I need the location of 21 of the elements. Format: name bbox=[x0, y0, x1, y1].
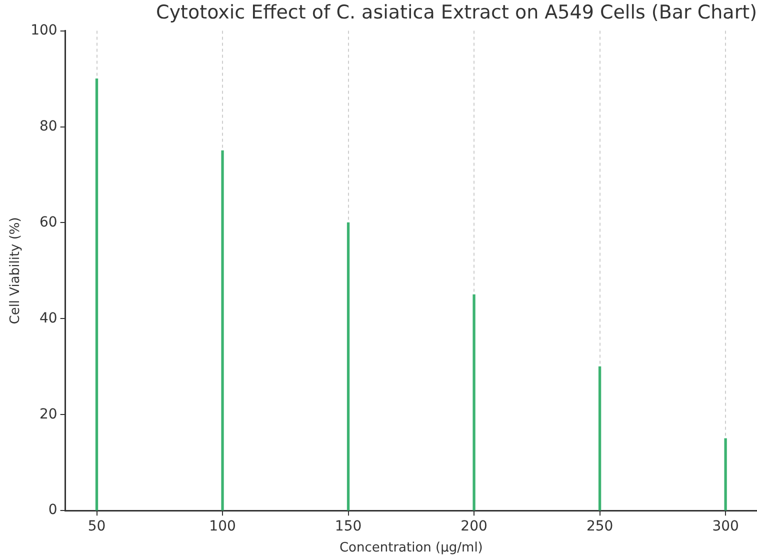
y-tick-label: 100 bbox=[30, 22, 58, 38]
x-tick-label: 50 bbox=[88, 518, 106, 535]
bar bbox=[724, 438, 727, 510]
x-tick-label: 300 bbox=[712, 518, 739, 535]
bar bbox=[598, 366, 602, 510]
y-tick-label: 60 bbox=[39, 214, 58, 230]
bar bbox=[221, 150, 224, 510]
bar bbox=[95, 78, 98, 510]
y-axis-title: Cell Viability (%) bbox=[8, 217, 24, 324]
x-axis-title: Concentration (µg/ml) bbox=[339, 540, 483, 556]
chart-title: Cytotoxic Effect of C. asiatica Extract on A549 Cells (Bar Chart) bbox=[156, 1, 757, 24]
y-tick-label: 40 bbox=[39, 310, 58, 326]
y-tick-label: 20 bbox=[39, 406, 58, 422]
x-tick-label: 150 bbox=[334, 518, 362, 535]
y-tick-label: 0 bbox=[48, 502, 58, 518]
y-tick-label: 80 bbox=[39, 118, 58, 134]
bar bbox=[346, 222, 350, 510]
bar bbox=[472, 294, 476, 510]
x-tick-label: 250 bbox=[586, 518, 614, 535]
x-tick-label: 100 bbox=[209, 518, 236, 535]
x-tick-label: 200 bbox=[460, 518, 488, 535]
